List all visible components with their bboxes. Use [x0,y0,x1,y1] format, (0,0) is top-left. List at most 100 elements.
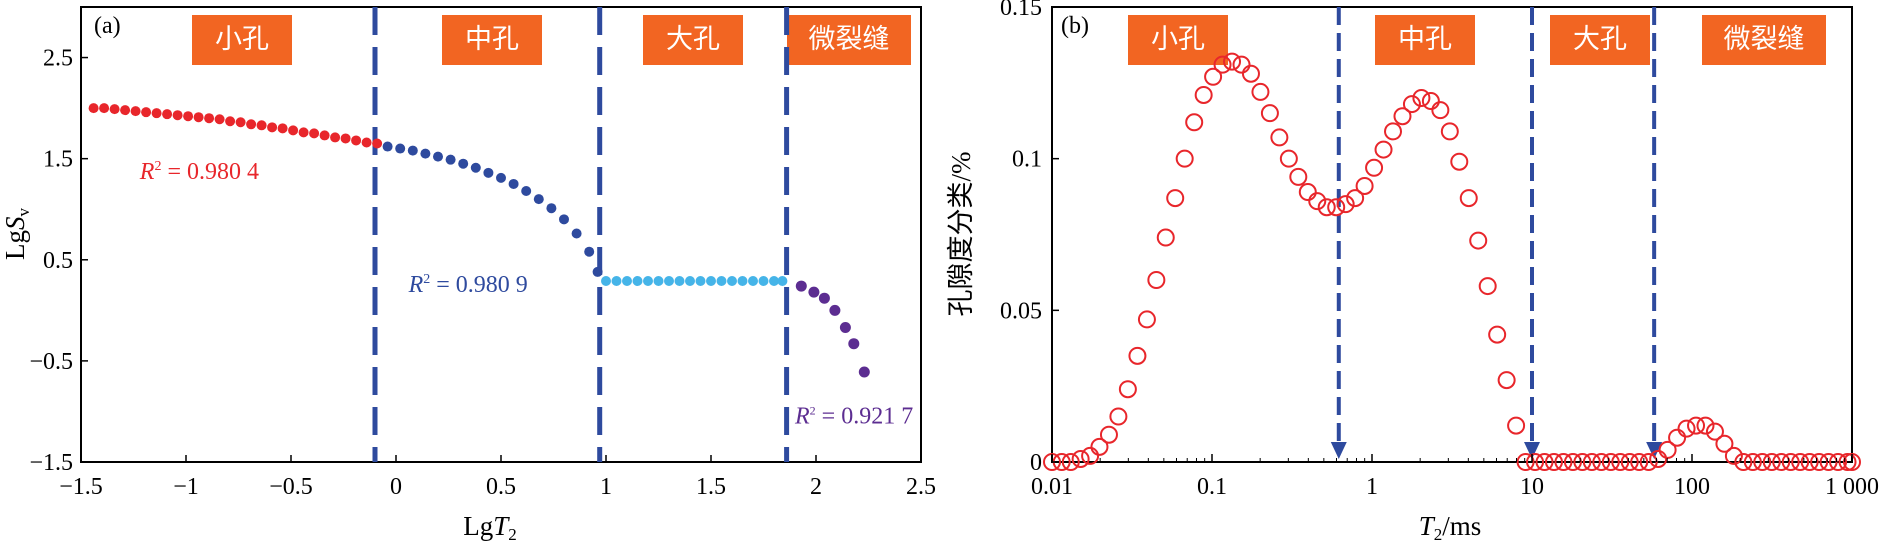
data-point [1402,95,1421,114]
data-point [1772,453,1791,471]
panel-b: (b) 小孔 中孔 大孔 微裂缝 0.01 0.1 1 10 100 1 000 00.0… [946,0,1879,543]
data-point [674,276,685,287]
data-point [1592,453,1611,471]
data-point [483,167,494,178]
data-point [758,276,769,287]
panel-b-y-label: 孔隙度分类/% [946,152,976,317]
data-point [1355,176,1374,195]
data-point [1270,128,1289,147]
data-point [1213,55,1232,74]
data-point [433,151,443,162]
data-point [1147,271,1166,289]
data-point [1109,407,1128,426]
data-point [267,122,278,133]
data-point [1393,107,1412,126]
data-point [445,154,456,165]
data-point [1346,189,1365,208]
data-point [141,107,152,118]
data-point [1526,453,1545,471]
zone-microfracture-box-b [1702,15,1826,65]
data-point [1232,55,1251,74]
data-point [1563,453,1582,471]
data-point [571,228,582,239]
data-point [769,276,779,287]
data-point [1488,325,1507,344]
data-point [1687,416,1706,435]
data-point [1696,416,1715,435]
data-point [559,214,569,225]
data-point [407,145,418,156]
panel-b-points [1043,52,1861,471]
data-point [1185,113,1204,132]
data-point [1374,140,1393,159]
data-point [1156,228,1175,247]
x-tick-label: 10 [1520,474,1544,500]
data-point [88,103,99,114]
zone-large-pore-label-b: 大孔 [1573,24,1627,55]
data-point [737,276,748,287]
data-point [533,194,544,205]
data-point [130,106,141,117]
data-point [1194,85,1213,104]
zone-medium-pore-box-b [1375,15,1475,65]
data-point [1762,453,1781,471]
data-point [685,276,695,287]
data-point [395,143,406,154]
data-point [351,135,362,146]
r-squared-annotation: R2 = 0.980 4 [139,159,259,185]
x-tick-label: −1 [173,474,199,500]
y-tick-label: −0.5 [29,349,73,375]
panel-b-frame [1051,6,1853,463]
data-point [1705,422,1724,441]
data-point [601,276,611,287]
zone-small-pore-label: 小孔 [215,24,269,55]
data-point [1450,152,1469,171]
data-point [319,130,330,141]
data-point [592,266,603,277]
zone-microfracture-box [787,15,911,65]
data-point [235,117,246,128]
data-point [246,119,257,130]
panel-a-dividers [372,7,790,462]
data-point [109,104,120,115]
data-point [1630,453,1649,471]
data-point [1516,453,1535,471]
panel-a-y-label: LgSv [0,208,33,261]
data-point [340,133,351,144]
data-point [1128,346,1147,365]
data-point [643,276,653,287]
data-point [1724,446,1743,465]
zone-microfracture-label-b: 微裂缝 [1724,24,1805,55]
data-point [298,127,309,138]
panel-b-label: (b) [1061,13,1089,39]
data-point [1317,198,1336,217]
panel-a-x-label: LgT2 [463,511,517,543]
data-point [622,276,632,287]
data-point [193,112,204,123]
data-point [748,276,758,287]
data-point [172,110,183,121]
y-tick-label: 0.05 [1000,298,1042,324]
data-point [1734,453,1753,471]
data-point [695,276,706,287]
data-point [1308,192,1327,211]
x-tick-label: 1.5 [696,474,726,500]
data-point [1279,149,1298,168]
panel-a-annotations: R2 = 0.980 4 R2 = 0.980 9 R2 = 0.921 7 [139,159,913,430]
data-point [1800,453,1819,471]
zone-medium-pore-label-b: 中孔 [1398,24,1452,55]
data-point [1791,453,1810,471]
data-point [716,276,727,287]
zone-microfracture-label: 微裂缝 [809,24,890,55]
data-point [496,172,506,183]
data-point [1090,437,1109,456]
panel-a-zones: 小孔 中孔 大孔 微裂缝 [192,15,911,65]
data-point [1175,149,1194,168]
data-point [1384,122,1403,141]
data-point [256,120,267,131]
r-squared-annotation: R2 = 0.921 7 [794,404,913,430]
y-tick-label: −1.5 [29,450,73,476]
data-point [420,148,431,159]
zone-small-pore-box-b [1128,15,1228,65]
panel-b-x-label: T2/ms [1419,511,1482,543]
